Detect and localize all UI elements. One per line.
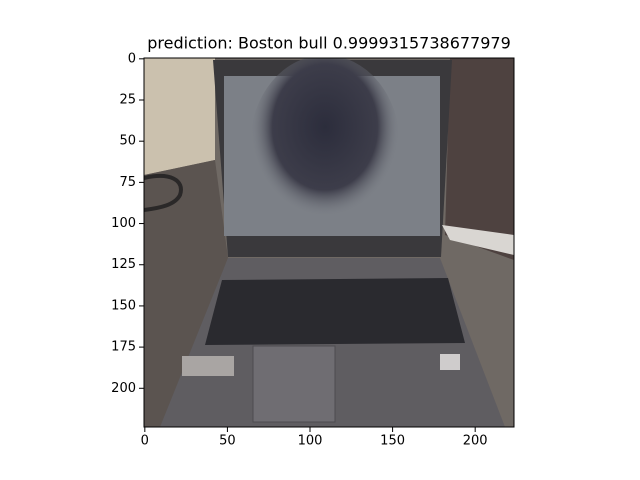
chart-title: prediction: Boston bull 0.99993157386779… <box>147 34 511 53</box>
photo-desk-left <box>144 160 228 427</box>
photo-sticker <box>182 356 234 376</box>
y-tick-label: 200 <box>111 381 136 396</box>
photo-cable <box>144 174 183 212</box>
axes-frame <box>143 57 515 428</box>
y-tick-label: 125 <box>111 257 136 272</box>
photo-wall <box>144 58 215 175</box>
x-tick-label: 0 <box>141 434 149 449</box>
photo <box>144 58 514 427</box>
y-tick-label: 75 <box>119 175 136 190</box>
x-tick-label: 50 <box>219 434 236 449</box>
photo-shelf <box>445 58 514 260</box>
photo-sticker <box>440 354 460 370</box>
x-tick-label: 100 <box>298 434 323 449</box>
y-tick-label: 0 <box>128 51 136 66</box>
y-tick-label: 25 <box>119 93 136 108</box>
y-tick-label: 175 <box>111 340 136 355</box>
photo-device <box>442 225 514 255</box>
y-tick-label: 150 <box>111 298 136 313</box>
photo-reflection <box>250 58 400 235</box>
y-tick-label: 50 <box>119 134 136 149</box>
photo-keyboard <box>205 278 465 345</box>
y-tick-label: 100 <box>111 216 136 231</box>
x-tick-label: 150 <box>380 434 405 449</box>
x-tick-label: 200 <box>463 434 488 449</box>
photo-touchpad <box>252 345 336 423</box>
